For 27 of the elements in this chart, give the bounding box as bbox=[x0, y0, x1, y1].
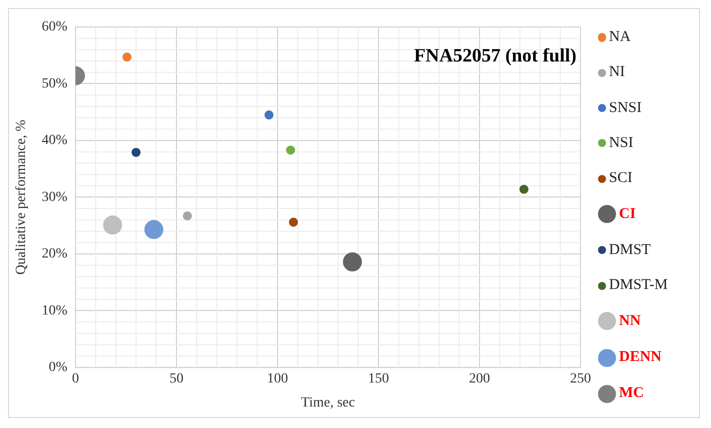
legend-label: NI bbox=[609, 64, 625, 82]
legend-label: DENN bbox=[619, 349, 662, 366]
x-tick-label: 200 bbox=[468, 371, 490, 386]
legend-label: DMST bbox=[609, 242, 651, 259]
x-tick-label: 100 bbox=[266, 371, 288, 386]
y-tick-label: 30% bbox=[42, 190, 68, 205]
legend-label: SCI bbox=[609, 170, 632, 188]
legend-label: MC bbox=[619, 385, 644, 402]
y-tick-label: 50% bbox=[42, 76, 68, 92]
y-tick-label: 40% bbox=[42, 133, 68, 148]
x-tick-label: 150 bbox=[368, 371, 389, 386]
legend-label: NSI bbox=[609, 134, 634, 152]
y-axis-title: Qualitative performance, % bbox=[14, 119, 30, 275]
x-tick-label: 0 bbox=[72, 371, 79, 386]
y-tick-label: 60% bbox=[42, 20, 68, 35]
y-tick-label: 0% bbox=[48, 360, 68, 376]
x-tick-label: 250 bbox=[570, 371, 591, 386]
x-axis-title: Time, sec bbox=[301, 395, 355, 410]
y-tick-label: 10% bbox=[42, 303, 68, 318]
text: FNA52057 (not full) bbox=[414, 45, 576, 66]
legend-label: SNSI bbox=[609, 100, 642, 117]
legend-label: CI bbox=[619, 206, 636, 223]
x-tick-label: 50 bbox=[169, 371, 184, 386]
legend-label: NA bbox=[609, 29, 631, 46]
legend-label: NN bbox=[619, 312, 641, 330]
y-tick-label: 20% bbox=[42, 246, 68, 262]
legend-label: DMST-M bbox=[609, 277, 668, 294]
